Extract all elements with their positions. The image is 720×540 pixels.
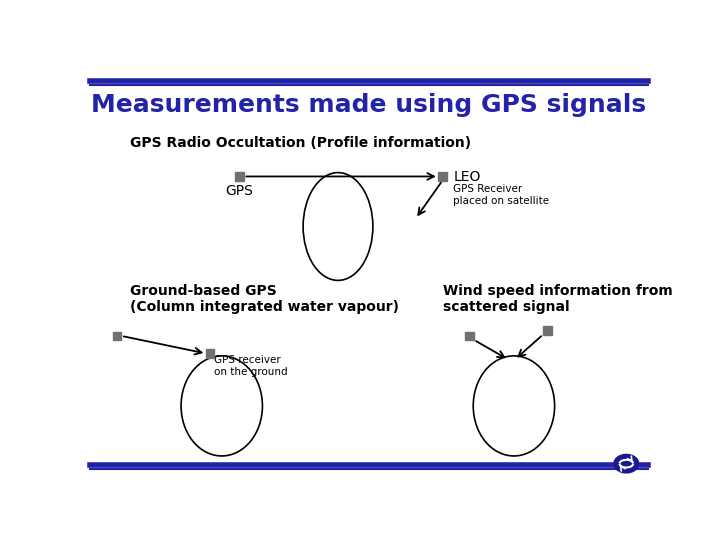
Bar [543,326,552,335]
Bar [113,332,122,340]
Text: GPS receiver
on the ground: GPS receiver on the ground [214,355,287,377]
Text: Measurements made using GPS signals: Measurements made using GPS signals [91,93,647,117]
Text: Ground-based GPS
(Column integrated water vapour): Ground-based GPS (Column integrated wate… [130,284,400,314]
Text: Wind speed information from
scattered signal: Wind speed information from scattered si… [443,284,672,314]
Text: GPS: GPS [225,184,253,198]
Text: LEO: LEO [454,170,481,184]
Bar [466,332,474,340]
Circle shape [614,455,639,473]
Bar [206,349,215,358]
Text: GPS Radio Occultation (Profile information): GPS Radio Occultation (Profile informati… [130,137,472,151]
Text: GPS Receiver
placed on satellite: GPS Receiver placed on satellite [454,184,549,206]
Bar [438,172,447,181]
Bar [235,172,244,181]
